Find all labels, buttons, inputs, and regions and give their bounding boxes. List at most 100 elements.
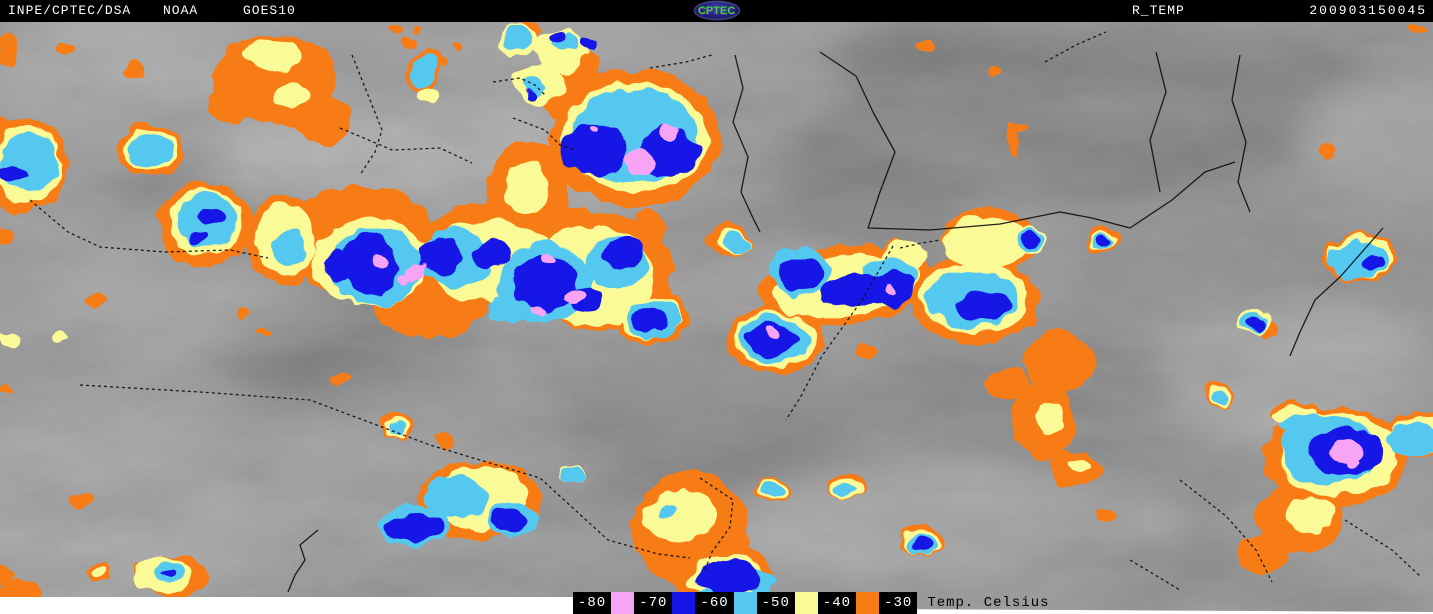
temp-blob-yellow [642, 489, 718, 541]
temp-blob-blue [387, 513, 443, 543]
temp-blob-blue [187, 231, 205, 243]
temp-blob-pink [765, 327, 779, 337]
temp-blob-blue [523, 89, 537, 99]
border-line [1149, 51, 1167, 193]
temp-blob-cyan [501, 25, 533, 51]
temp-blob-cyan [490, 296, 530, 324]
border-line [1344, 519, 1421, 577]
border-line [732, 54, 761, 233]
temp-blob-yellow [242, 39, 302, 71]
timestamp-label: 200903150045 [1309, 3, 1427, 18]
temp-blob-blue [162, 570, 176, 576]
border-line [1129, 161, 1236, 229]
border-line [492, 77, 546, 96]
temp-blob-cyan [1280, 414, 1326, 434]
temp-blob-pink [884, 285, 896, 295]
temp-blob-orange [438, 58, 448, 66]
temp-blob-orange [255, 328, 269, 336]
temp-blob-cyan [559, 466, 585, 484]
temp-blob-orange [634, 208, 666, 248]
temp-blob-cyan [272, 230, 304, 266]
temp-blob-orange [59, 44, 77, 56]
temp-blob-pink [661, 126, 679, 140]
temp-blob-pink [374, 256, 390, 268]
temp-blob-orange [1017, 121, 1027, 131]
temp-blob-yellow [419, 89, 437, 103]
temp-blob-orange [1024, 330, 1096, 390]
temp-blob-yellow [94, 569, 108, 577]
temp-blob-blue [513, 254, 577, 310]
temp-blob-blue [199, 207, 225, 225]
temp-blob-blue [563, 122, 627, 178]
temp-blob-orange [387, 25, 403, 35]
cptec-logo: CPTEC [693, 1, 740, 20]
legend-color-swatch [733, 592, 757, 614]
border-line [351, 54, 383, 176]
temp-blob-yellow [270, 83, 310, 107]
border-line [339, 127, 473, 164]
temp-blob-cyan [424, 475, 486, 519]
legend-color-swatch [794, 592, 818, 614]
product-label: R_TEMP [1132, 3, 1185, 18]
temp-blob-yellow [141, 567, 159, 577]
legend-tick-label: -30 [884, 595, 913, 611]
temp-blob-orange [1010, 121, 1020, 157]
temp-blob-blue [1096, 234, 1112, 246]
temp-blob-orange [330, 374, 350, 386]
temp-overlay-pink [374, 124, 1365, 468]
temp-blob-blue [582, 34, 598, 46]
border-line [1289, 227, 1384, 357]
temp-blob-orange [0, 383, 14, 393]
legend-unit-label: Temp. Celsius [927, 595, 1050, 611]
temp-blob-orange [985, 67, 1001, 77]
temp-blob-blue [631, 307, 669, 333]
satellite-label: GOES10 [243, 3, 296, 18]
temp-blob-orange [85, 296, 105, 308]
temp-blob-yellow [505, 160, 545, 216]
temp-blob-orange [208, 87, 252, 123]
temp-blob-cyan [720, 232, 750, 254]
border-line [819, 51, 1131, 231]
temp-blob-yellow [943, 216, 1027, 270]
temp-blob-pink [399, 278, 411, 286]
temp-blob-orange [456, 42, 464, 48]
temp-blob-orange [1411, 25, 1425, 35]
agency-label: INPE/CPTEC/DSA [8, 3, 132, 18]
border-line [1179, 479, 1273, 583]
legend-tick-label: -60 [700, 595, 729, 611]
legend-color-swatch [856, 592, 880, 614]
temp-blob-blue [549, 29, 565, 41]
temp-blob-cyan [127, 135, 173, 167]
legend-tick-label: -70 [639, 595, 668, 611]
temp-blob-orange [853, 346, 881, 358]
temp-blob-blue [777, 257, 823, 289]
temp-blob-blue [909, 537, 931, 553]
border-line [785, 245, 894, 421]
temp-blob-blue [1021, 233, 1039, 247]
legend-color-swatch [672, 592, 696, 614]
temp-blob-blue [341, 234, 399, 294]
temp-blob-blue [747, 323, 797, 357]
temp-blob-yellow [1284, 497, 1336, 533]
temp-blob-orange [0, 230, 15, 246]
temp-blob-cyan [1389, 422, 1433, 458]
temp-blob-orange [413, 26, 423, 34]
temp-blob-cyan [388, 421, 408, 433]
legend-scale: -80 -70 -60 -50 -40 -30 [573, 592, 918, 614]
temp-blob-blue [491, 508, 529, 532]
temp-blob-pink [587, 124, 597, 132]
temp-blob-orange [436, 434, 454, 446]
temp-blob-pink [540, 252, 556, 264]
legend-tick-label: -80 [578, 595, 607, 611]
temp-blob-blue [1248, 316, 1266, 330]
temp-blob-orange [1236, 538, 1288, 574]
temp-blob-pink [403, 263, 425, 281]
border-line [699, 477, 734, 571]
network-label: NOAA [163, 3, 199, 18]
temp-blob-cyan [412, 55, 436, 89]
header-bar: INPE/CPTEC/DSA NOAA GOES10 CPTEC R_TEMP … [0, 0, 1433, 22]
border-line [899, 239, 941, 249]
temp-blob-blue [695, 559, 761, 595]
